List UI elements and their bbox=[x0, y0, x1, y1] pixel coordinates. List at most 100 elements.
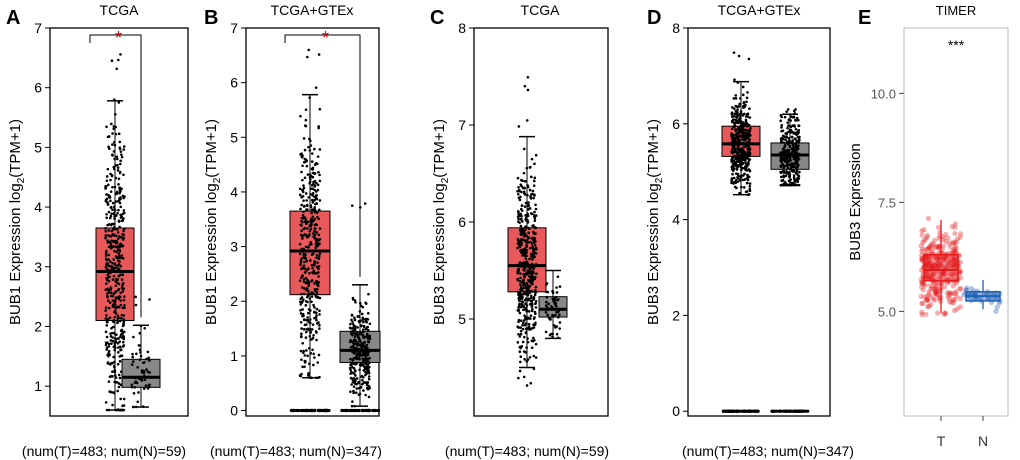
data-point bbox=[528, 257, 531, 261]
data-point bbox=[554, 303, 557, 307]
data-point bbox=[521, 179, 524, 183]
data-point bbox=[122, 337, 126, 341]
data-point bbox=[732, 121, 736, 125]
data-point bbox=[107, 264, 110, 268]
data-point bbox=[138, 332, 142, 335]
data-point bbox=[112, 211, 116, 215]
data-point bbox=[526, 340, 530, 344]
data-point bbox=[951, 257, 957, 263]
data-point bbox=[523, 193, 527, 196]
data-point bbox=[730, 181, 733, 185]
data-point bbox=[520, 214, 523, 218]
data-point bbox=[356, 315, 360, 318]
y-axis-label: BUB3 Expression bbox=[847, 143, 864, 261]
data-point bbox=[521, 251, 525, 255]
data-point bbox=[367, 340, 371, 344]
data-point bbox=[109, 264, 112, 268]
data-point bbox=[305, 203, 309, 207]
data-point bbox=[746, 147, 750, 151]
data-point bbox=[781, 162, 785, 166]
data-point bbox=[312, 219, 315, 223]
data-point bbox=[518, 360, 522, 364]
data-point bbox=[358, 301, 362, 305]
data-point bbox=[926, 303, 932, 309]
data-point bbox=[304, 304, 308, 307]
data-point bbox=[317, 126, 320, 130]
data-point bbox=[309, 227, 313, 231]
data-point bbox=[949, 223, 955, 229]
data-point bbox=[742, 186, 746, 189]
data-point bbox=[143, 378, 147, 382]
data-point bbox=[525, 254, 528, 258]
data-point-zero bbox=[373, 408, 378, 413]
data-point bbox=[306, 300, 309, 304]
data-point bbox=[522, 229, 525, 233]
data-point bbox=[315, 193, 318, 197]
data-point bbox=[298, 193, 302, 197]
data-point bbox=[531, 279, 534, 283]
data-point bbox=[524, 257, 528, 261]
data-point bbox=[106, 201, 109, 204]
data-point bbox=[953, 248, 959, 254]
data-point bbox=[519, 212, 523, 216]
data-point bbox=[315, 307, 319, 311]
data-point bbox=[352, 352, 356, 355]
data-point bbox=[533, 194, 536, 197]
data-point-zero bbox=[340, 408, 344, 413]
data-point bbox=[358, 320, 361, 324]
data-point bbox=[946, 240, 952, 247]
data-point bbox=[117, 282, 121, 286]
data-point bbox=[350, 318, 353, 322]
data-point bbox=[734, 179, 738, 182]
data-point bbox=[518, 311, 522, 315]
data-point bbox=[115, 333, 118, 336]
data-point bbox=[119, 303, 123, 307]
data-point bbox=[351, 400, 354, 403]
data-point bbox=[996, 300, 1002, 306]
y-axis-label-sub: 2 bbox=[16, 177, 27, 183]
data-point bbox=[368, 337, 372, 341]
data-point bbox=[926, 289, 932, 295]
data-point bbox=[937, 295, 943, 301]
data-point bbox=[516, 278, 520, 282]
data-point bbox=[309, 192, 312, 196]
y-tick-label: 1 bbox=[230, 348, 238, 364]
data-point bbox=[313, 188, 316, 192]
data-point bbox=[794, 142, 797, 146]
data-point-zero bbox=[782, 409, 787, 413]
data-point bbox=[531, 189, 535, 193]
data-point bbox=[105, 408, 109, 412]
data-point bbox=[534, 306, 538, 309]
data-point bbox=[787, 163, 791, 167]
data-point bbox=[556, 275, 560, 278]
data-point bbox=[934, 260, 940, 266]
data-point bbox=[796, 163, 800, 167]
data-point bbox=[942, 264, 948, 271]
data-point bbox=[929, 246, 935, 252]
data-point bbox=[113, 249, 116, 253]
data-point bbox=[116, 58, 120, 62]
data-point bbox=[105, 249, 108, 253]
data-point bbox=[551, 297, 555, 301]
data-point bbox=[734, 118, 738, 121]
data-point bbox=[304, 276, 308, 280]
data-point bbox=[300, 267, 304, 271]
data-point bbox=[118, 319, 122, 323]
data-point bbox=[795, 140, 799, 144]
data-point bbox=[793, 178, 796, 181]
y-tick-label: 7 bbox=[230, 20, 238, 36]
data-point bbox=[109, 190, 113, 193]
data-point bbox=[518, 283, 522, 286]
data-point bbox=[307, 311, 310, 315]
data-point bbox=[117, 183, 120, 186]
data-point bbox=[350, 340, 353, 343]
data-point bbox=[145, 368, 148, 371]
data-point bbox=[304, 245, 308, 249]
panel-title: TIMER bbox=[936, 3, 976, 18]
data-point bbox=[532, 296, 536, 299]
data-point bbox=[525, 304, 529, 307]
data-point bbox=[301, 214, 305, 217]
data-point bbox=[312, 269, 316, 273]
data-point bbox=[792, 183, 796, 187]
data-point bbox=[318, 324, 321, 327]
